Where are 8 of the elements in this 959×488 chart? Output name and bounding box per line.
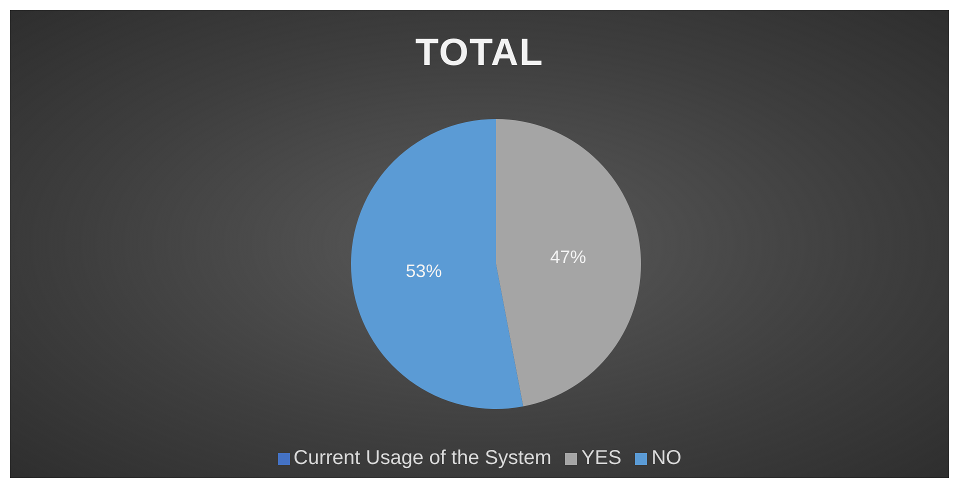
data-label: 47%: [550, 247, 586, 268]
data-label: 53%: [406, 260, 442, 281]
legend-label: YES: [581, 447, 622, 470]
legend-label: NO: [651, 447, 682, 470]
chart-title: TOTAL: [414, 32, 545, 75]
pie-slice: [496, 119, 641, 406]
pie-slice: [351, 119, 524, 409]
legend-label: Current Usage of the System: [294, 447, 552, 470]
